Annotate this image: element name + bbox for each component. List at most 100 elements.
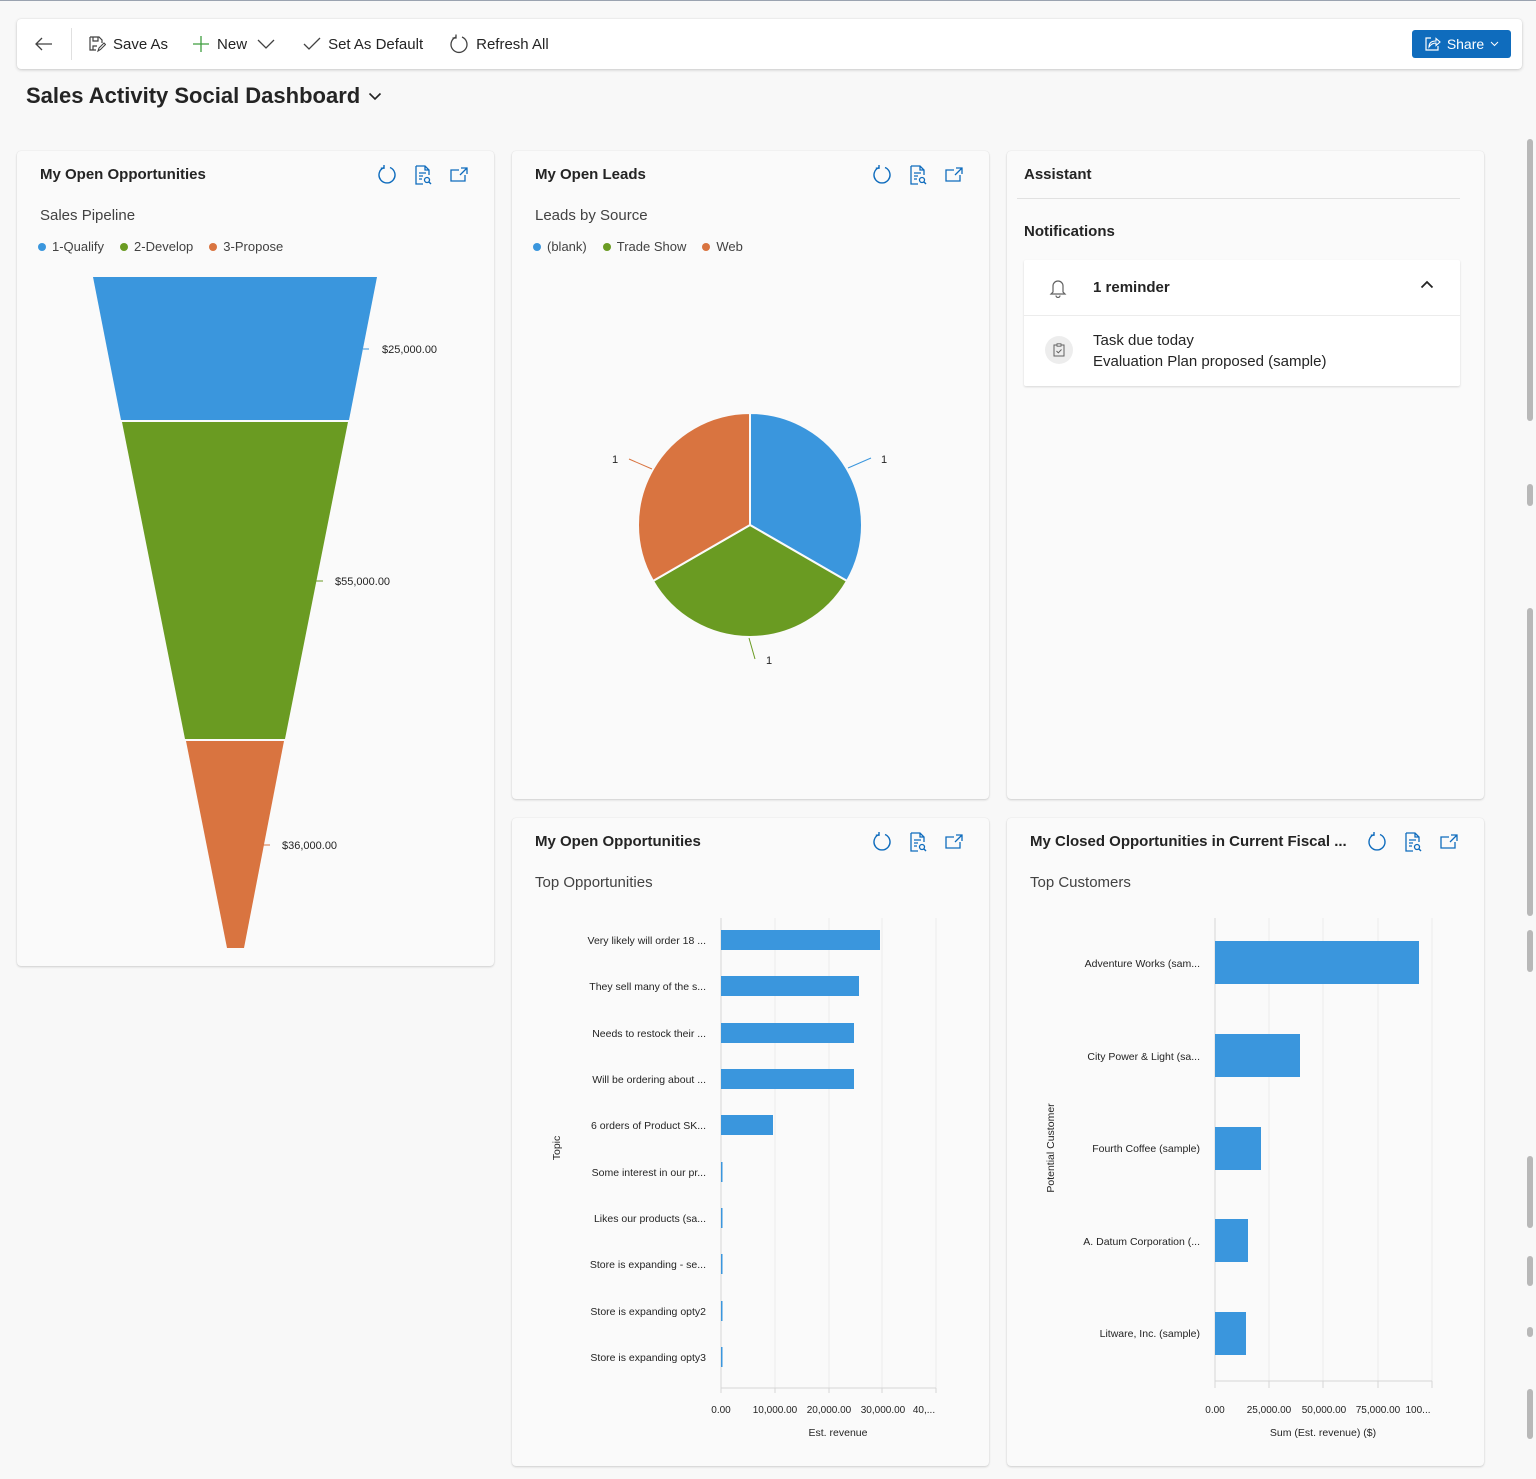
category-label: City Power & Light (sa... — [1087, 1051, 1200, 1063]
view-records-button[interactable] — [907, 164, 929, 186]
divider — [1017, 198, 1460, 199]
pie-slice-blank[interactable] — [749, 411, 863, 583]
back-button[interactable] — [17, 28, 72, 60]
bar[interactable] — [721, 1069, 854, 1089]
expand-chart-button[interactable] — [1438, 831, 1460, 853]
expand-icon — [945, 167, 963, 182]
refresh-icon — [378, 165, 396, 184]
card-title: My Open Leads — [535, 166, 646, 183]
category-label: Likes our products (sa... — [594, 1213, 706, 1225]
bar[interactable] — [721, 1208, 723, 1228]
pie-label: 1 — [881, 454, 887, 466]
scrollbar-segment — [1527, 608, 1533, 916]
bar[interactable] — [1215, 1034, 1300, 1077]
reminder-count: 1 reminder — [1093, 279, 1170, 296]
bar[interactable] — [721, 1023, 854, 1043]
refresh-icon — [873, 832, 891, 851]
bar[interactable] — [721, 1162, 723, 1182]
view-records-button[interactable] — [1402, 831, 1424, 853]
refresh-all-button[interactable]: Refresh All — [437, 28, 561, 60]
legend-dot — [702, 242, 711, 251]
x-axis-title: Est. revenue — [809, 1427, 868, 1439]
chart-title: Top Customers — [1030, 874, 1131, 891]
expand-chart-button[interactable] — [448, 164, 470, 186]
refresh-chart-button[interactable] — [871, 164, 893, 186]
scrollbar-segment — [1527, 1327, 1533, 1337]
scrollbar-thumb[interactable] — [1527, 139, 1533, 421]
bar[interactable] — [721, 1254, 723, 1274]
bar[interactable] — [1215, 941, 1419, 984]
reminder-header[interactable]: 1 reminder — [1024, 260, 1460, 316]
refresh-all-label: Refresh All — [476, 35, 549, 53]
refresh-chart-button[interactable] — [871, 831, 893, 853]
notification-line2: Evaluation Plan proposed (sample) — [1093, 353, 1327, 370]
funnel-label: $25,000.00 — [382, 344, 437, 356]
expand-chart-button[interactable] — [943, 831, 965, 853]
card-leads-by-source: My Open Leads Leads by Source (blank) Tr… — [512, 151, 989, 799]
legend-item[interactable]: Web — [702, 239, 743, 254]
legend-label: 3-Propose — [223, 239, 284, 254]
card-title: My Open Opportunities — [40, 166, 206, 183]
bar[interactable] — [721, 1301, 723, 1321]
category-label: Fourth Coffee (sample) — [1092, 1143, 1200, 1155]
funnel-segment-qualify[interactable] — [93, 277, 377, 420]
new-dropdown-button[interactable] — [251, 28, 281, 60]
pie-slice-trade-show[interactable] — [651, 523, 849, 638]
card-top-customers: My Closed Opportunities in Current Fisca… — [1007, 818, 1484, 1466]
bar[interactable] — [1215, 1312, 1246, 1355]
view-records-button[interactable] — [412, 164, 434, 186]
scrollbar[interactable] — [1524, 101, 1536, 1479]
bar[interactable] — [721, 1347, 723, 1367]
expand-chart-button[interactable] — [943, 164, 965, 186]
legend-label: (blank) — [547, 239, 587, 254]
funnel-label: $36,000.00 — [282, 840, 337, 852]
checkmark-icon — [303, 37, 321, 50]
new-button[interactable]: New — [180, 28, 251, 60]
share-icon — [1425, 37, 1441, 51]
funnel-segment-propose[interactable] — [186, 741, 284, 948]
notification-item[interactable]: Task due today Evaluation Plan proposed … — [1024, 316, 1460, 386]
chart-title: Leads by Source — [535, 207, 648, 224]
legend-item[interactable]: (blank) — [533, 239, 587, 254]
legend-dot — [38, 242, 46, 251]
assistant-title: Assistant — [1024, 166, 1092, 183]
chevron-up-icon[interactable] — [1420, 280, 1434, 289]
chevron-down-icon — [257, 39, 275, 49]
bar[interactable] — [1215, 1127, 1261, 1170]
legend-item[interactable]: 2-Develop — [120, 239, 193, 254]
category-label: Some interest in our pr... — [592, 1167, 706, 1179]
chevron-down-icon — [1490, 41, 1499, 47]
category-label: Store is expanding opty3 — [590, 1352, 706, 1364]
x-tick: 0.00 — [1205, 1405, 1225, 1416]
bar[interactable] — [721, 976, 859, 996]
y-axis-title: Topic — [551, 1136, 563, 1161]
category-label: 6 orders of Product SK... — [591, 1120, 706, 1132]
bar[interactable] — [721, 930, 880, 950]
chart-title: Sales Pipeline — [40, 207, 136, 224]
dashboard-selector[interactable]: Sales Activity Social Dashboard — [26, 83, 382, 109]
share-button[interactable]: Share — [1412, 30, 1511, 58]
refresh-chart-button[interactable] — [1366, 831, 1388, 853]
view-records-button[interactable] — [907, 831, 929, 853]
bar[interactable] — [721, 1115, 773, 1135]
chart-title: Top Opportunities — [535, 874, 653, 891]
legend-item[interactable]: Trade Show — [602, 239, 686, 254]
bar[interactable] — [1215, 1219, 1248, 1262]
card-actions — [871, 164, 965, 186]
card-title: My Open Opportunities — [535, 833, 701, 850]
pie-chart: 1 1 1 — [612, 411, 887, 667]
x-tick: 10,000.00 — [753, 1405, 798, 1416]
set-as-default-button[interactable]: Set As Default — [291, 28, 435, 60]
pie-slice-web[interactable] — [637, 411, 751, 583]
funnel-segment-develop[interactable] — [122, 422, 348, 739]
save-as-button[interactable]: Save As — [76, 28, 180, 60]
legend-item[interactable]: 1-Qualify — [38, 239, 104, 254]
x-tick: 25,000.00 — [1247, 1405, 1292, 1416]
notification-line1: Task due today — [1093, 332, 1194, 349]
task-icon — [1045, 336, 1073, 364]
category-label: Needs to restock their ... — [592, 1028, 706, 1040]
refresh-chart-button[interactable] — [376, 164, 398, 186]
x-tick: 100... — [1405, 1405, 1430, 1416]
legend-item[interactable]: 3-Propose — [209, 239, 283, 254]
card-sales-pipeline: My Open Opportunities Sales Pipeline 1-Q… — [17, 151, 494, 966]
